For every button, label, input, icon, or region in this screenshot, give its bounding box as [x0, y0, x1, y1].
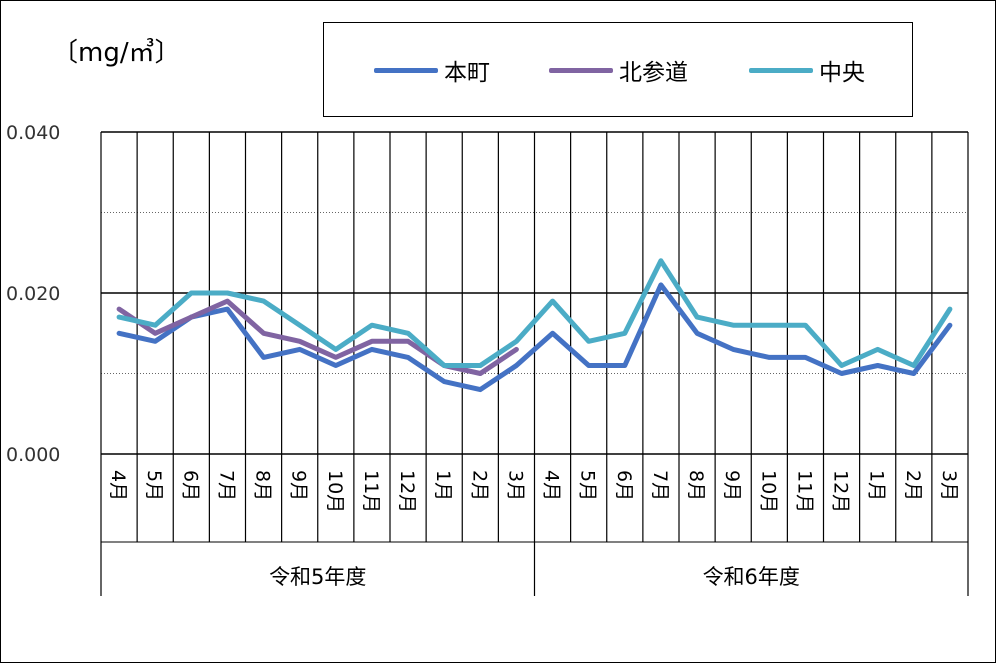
x-tick-label: 9月 [288, 470, 310, 501]
x-tick-label: 2月 [468, 470, 490, 501]
x-tick-label: 7月 [215, 470, 237, 501]
x-tick-label: 2月 [902, 470, 924, 501]
x-tick-label: 3月 [504, 470, 526, 501]
series-line [116, 258, 953, 368]
x-tick-label: 10月 [757, 470, 779, 513]
x-tick-label: 9月 [721, 470, 743, 501]
legend: 本町 北参道 中央 [323, 22, 913, 117]
x-tick-label: 3月 [938, 470, 960, 501]
legend-label: 本町 [444, 60, 490, 86]
y-tick-label: 0.020 [6, 283, 60, 305]
x-tick-label: 5月 [143, 470, 165, 501]
y-tick-label: 0.000 [6, 444, 60, 466]
legend-label: 北参道 [619, 60, 688, 86]
x-tick-label: 8月 [685, 470, 707, 501]
y-tick-label: 0.040 [6, 122, 60, 144]
legend-item-honmachi: 本町 [374, 53, 490, 87]
legend-label: 中央 [819, 60, 865, 86]
x-tick-label: 11月 [360, 470, 382, 513]
x-tick-label: 4月 [107, 470, 129, 501]
x-tick-label: 6月 [613, 470, 635, 501]
x-tick-label: 7月 [649, 470, 671, 501]
year-group-label: 令和6年度 [703, 565, 800, 589]
x-tick-label: 1月 [432, 470, 454, 501]
series-line [116, 282, 953, 393]
year-group-label: 令和5年度 [269, 565, 366, 589]
x-tick-label: 1月 [866, 470, 888, 501]
legend-swatch [749, 67, 813, 73]
x-tick-label: 11月 [793, 470, 815, 513]
unit-label: 〔mg/㎥〕 [52, 38, 181, 68]
legend-item-chuo: 中央 [749, 53, 865, 87]
legend-swatch [374, 67, 438, 73]
legend-item-kitasando: 北参道 [549, 53, 688, 87]
x-tick-label: 8月 [252, 470, 274, 501]
x-tick-label: 6月 [179, 470, 201, 501]
legend-swatch [549, 67, 613, 73]
x-tick-label: 4月 [541, 470, 563, 501]
x-tick-label: 12月 [396, 470, 418, 513]
x-tick-label: 12月 [830, 470, 852, 513]
x-tick-label: 10月 [324, 470, 346, 513]
x-tick-label: 5月 [577, 470, 599, 501]
